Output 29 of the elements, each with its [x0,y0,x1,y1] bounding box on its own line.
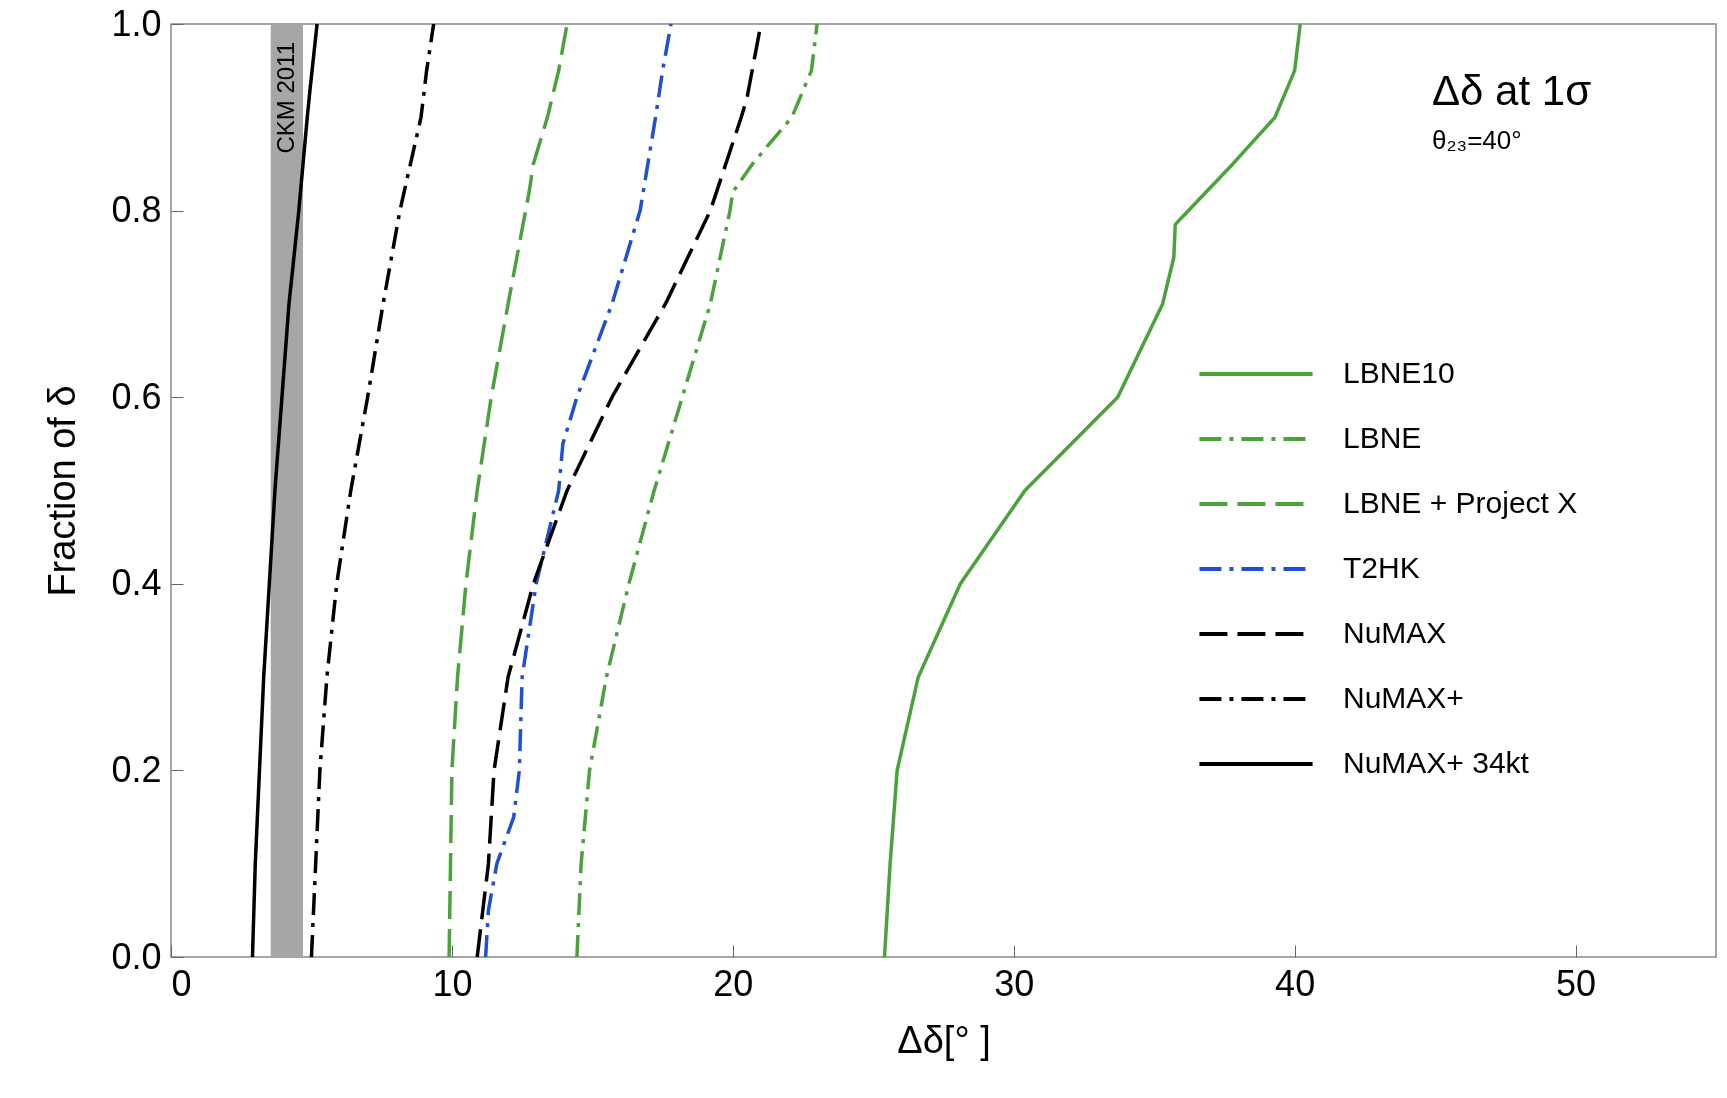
x-axis-title: Δδ[° ] [897,1018,991,1061]
band-label: CKM 2011 [271,42,299,154]
x-tick-label: 30 [994,962,1035,1004]
y-tick-label: 0.6 [111,375,162,417]
y-tick-label: 0.4 [111,562,162,604]
line-series [575,22,819,959]
legend-label: LBNE [1343,421,1422,454]
y-tick-label: 0.0 [111,935,162,977]
y-tick-label: 1.0 [111,2,162,44]
legend-label: T2HK [1343,551,1420,584]
x-tick-label: 20 [713,962,754,1004]
x-tick-label: 0 [171,962,192,1004]
line-series [882,22,1303,959]
x-tick-label: 10 [432,962,473,1004]
x-tick-label: 50 [1556,962,1597,1004]
y-tick-label: 0.8 [111,189,162,231]
y-tick-label: 0.2 [111,748,162,790]
y-axis-title: Fraction of δ [41,385,84,597]
legend-label: NuMAX+ 34kt [1343,746,1530,779]
x-tick-label: 40 [1275,962,1316,1004]
legend-label: NuMAX+ [1343,681,1464,714]
text: Δδ at 1σ [1432,67,1592,114]
legend-label: LBNE + Project X [1343,486,1578,519]
line-series [309,22,436,959]
line-series [250,22,319,959]
legend-label: LBNE10 [1343,356,1455,389]
legend-label: NuMAX [1343,616,1447,649]
line-series [483,22,673,959]
text: θ₂₃=40° [1432,125,1522,155]
